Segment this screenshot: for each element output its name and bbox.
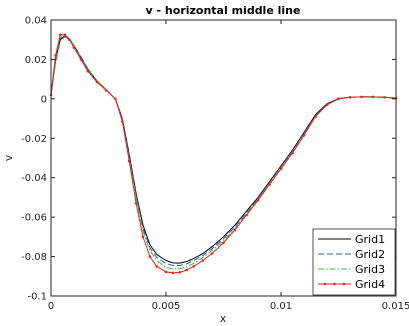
legend-marker-grid4: [323, 282, 327, 286]
data-point-grid4: [171, 271, 175, 275]
x-tick-label: 0: [48, 301, 54, 312]
data-point-grid4: [383, 95, 386, 99]
series-layer: [49, 33, 398, 275]
data-point-grid4: [63, 33, 67, 37]
data-point-grid4: [155, 265, 159, 268]
series-line-grid4: [50, 34, 397, 274]
data-point-grid4: [134, 202, 138, 205]
data-point-grid4: [337, 97, 340, 101]
legend-label-grid1: Grid1: [355, 233, 385, 246]
data-point-grid4: [325, 103, 329, 107]
legend-marker-grid4: [342, 282, 346, 286]
chart-title: v - horizontal middle line: [146, 4, 301, 17]
y-tick-label: 0: [41, 94, 47, 105]
data-point-grid4: [79, 58, 83, 61]
data-point-grid4: [371, 95, 375, 99]
data-point-grid4: [141, 235, 145, 239]
data-point-grid4: [127, 159, 131, 163]
data-point-grid4: [279, 167, 283, 171]
y-tick-label: -0.02: [21, 134, 47, 145]
data-point-grid4: [222, 241, 225, 245]
data-point-grid4: [302, 134, 306, 137]
data-point-grid4: [95, 80, 99, 84]
data-point-grid4: [348, 95, 352, 99]
legend: Grid1 Grid2 Grid3 Grid4: [312, 228, 396, 296]
series-line-grid3: [50, 36, 397, 270]
data-point-grid4: [291, 151, 294, 155]
data-point-grid4: [360, 95, 363, 99]
y-axis-label: v: [2, 154, 15, 161]
data-point-grid4: [58, 33, 62, 37]
legend-marker-grid4: [333, 282, 336, 286]
y-tick-label: 0.04: [25, 16, 47, 27]
y-tick-label: -0.04: [21, 173, 47, 184]
axes-layer: 0 0.005 0.01 0.015 0.04 0.02 0 -0.02 -0.04 -0.06 -…: [21, 16, 409, 313]
data-point-grid4: [201, 259, 205, 262]
data-point-grid4: [245, 213, 248, 217]
data-point-grid4: [192, 265, 195, 268]
y-tick-label: -0.06: [21, 213, 47, 224]
x-tick-label: 0.005: [152, 301, 181, 312]
data-point-grid4: [164, 270, 168, 274]
data-point-grid4: [72, 46, 76, 49]
y-tick-label: -0.08: [21, 252, 47, 263]
x-axis-label: x: [220, 312, 227, 325]
data-point-grid4: [178, 271, 182, 274]
data-point-grid4: [314, 115, 317, 118]
data-point-grid4: [54, 54, 57, 57]
legend-label-grid4: Grid4: [355, 278, 385, 291]
data-point-grid4: [86, 69, 90, 73]
data-point-grid4: [210, 252, 214, 255]
legend-label-grid2: Grid2: [355, 248, 385, 261]
y-tick-label: -0.1: [27, 292, 47, 303]
data-point-grid4: [148, 255, 152, 258]
data-point-grid4: [268, 183, 271, 186]
y-tick-label: 0.02: [25, 55, 47, 66]
data-point-grid4: [121, 120, 124, 123]
data-point-grid4: [256, 199, 260, 202]
x-tick-label: 0.015: [382, 301, 409, 312]
data-point-grid4: [114, 97, 117, 101]
axes-frame: [50, 19, 397, 297]
data-point-grid4: [185, 268, 188, 272]
data-point-grid4: [104, 89, 108, 92]
data-point-grid4: [68, 38, 71, 42]
x-tick-label: 0.01: [270, 301, 292, 312]
data-point-grid4: [233, 228, 237, 232]
legend-label-grid3: Grid3: [355, 263, 385, 276]
